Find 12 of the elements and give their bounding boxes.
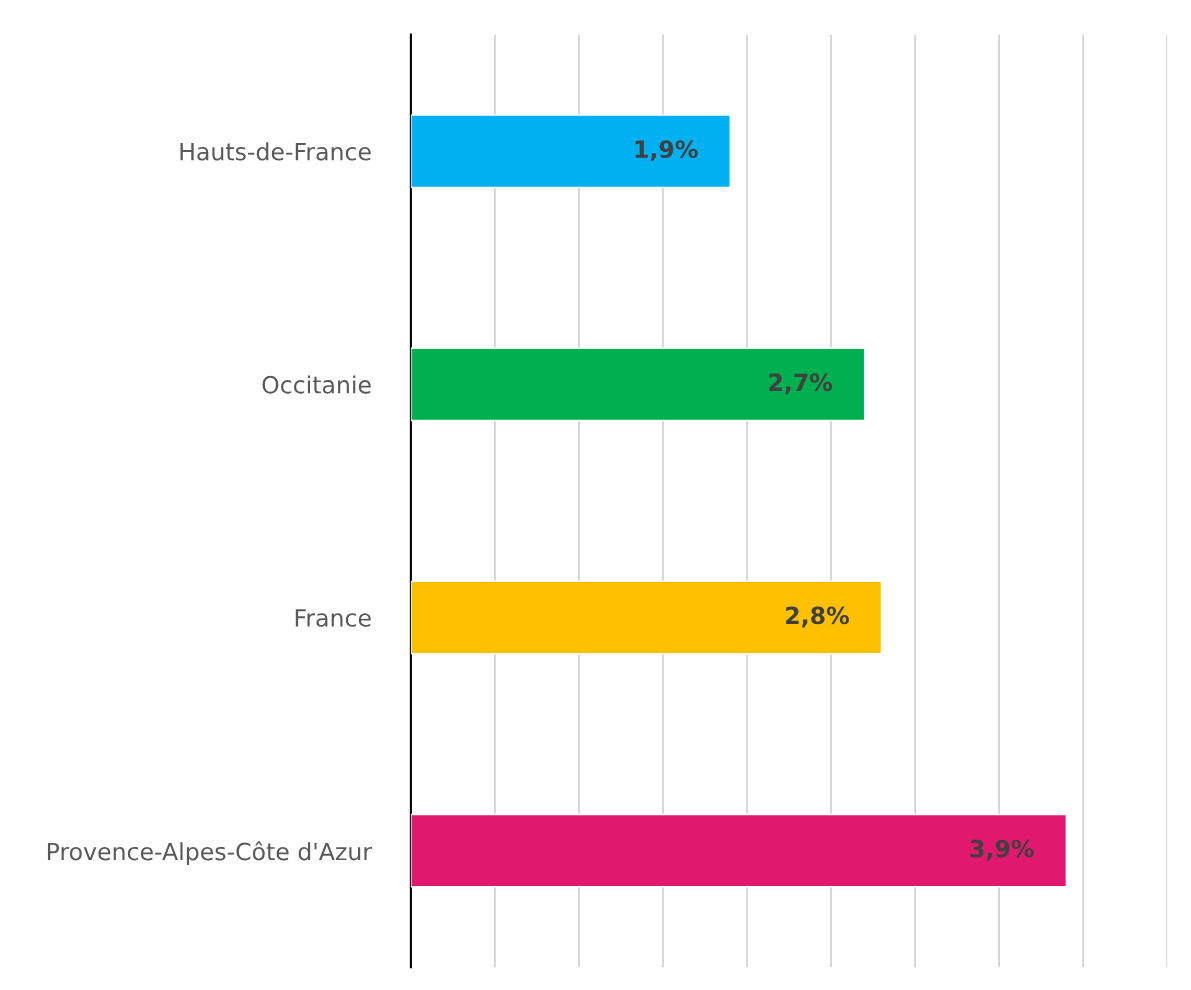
data-label: 1,9% [635,140,698,162]
bar [410,347,866,422]
y-tick-label: Occitanie [262,375,371,394]
bar [410,114,731,189]
bar [410,813,1068,888]
data-label: 3,9% [970,839,1034,861]
bar [410,580,883,655]
y-tick-label: France [295,609,371,627]
data-label: 2,7% [769,373,833,395]
y-tick-label: Provence-Alpes-Côte d'Azur [47,841,372,866]
y-tick-label: Hauts-de-France [180,142,371,161]
data-label: 2,8% [786,606,849,628]
